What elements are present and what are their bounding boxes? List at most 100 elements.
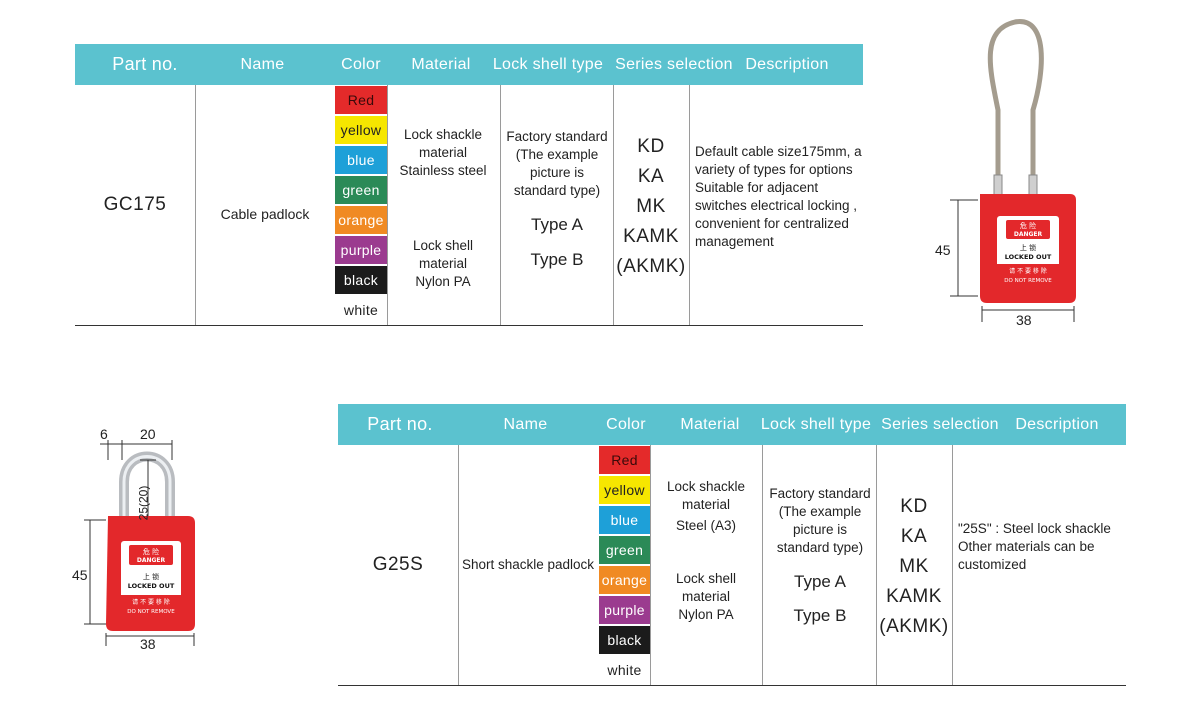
shell-material-value: Nylon PA: [415, 274, 471, 289]
description-line: convenient for centralized: [695, 216, 849, 231]
type-b: Type B: [530, 250, 584, 269]
series-item: KA: [900, 526, 928, 547]
divider: [876, 445, 877, 685]
header-name: Name: [240, 56, 285, 73]
width-dimension: 38: [1016, 312, 1032, 328]
label-cn-top: 危 险: [1020, 221, 1036, 230]
header-color: Color: [606, 416, 646, 433]
divider: [458, 445, 459, 685]
label-cn-top: 危 险: [143, 547, 159, 556]
series-item: KD: [637, 136, 665, 157]
type-a: Type A: [531, 215, 583, 234]
type-a: Type A: [794, 572, 846, 591]
shell-material-line: material: [681, 589, 730, 604]
table-header: Part no. Name Color Material Lock shell …: [75, 44, 863, 85]
series-item: MK: [899, 556, 929, 577]
color-swatch-black: black: [599, 626, 650, 654]
description-line: management: [695, 234, 774, 249]
height-dimension: 45: [935, 242, 951, 258]
color-swatch-red: Red: [335, 86, 387, 114]
shell-material-value: Nylon PA: [678, 607, 734, 622]
header-material: Material: [680, 416, 740, 433]
cable-padlock-image: 危 险 DANGER 上 锁 LOCKED OUT 请 不 要 移 除 DO N…: [930, 10, 1090, 330]
table-header: Part no. Name Color Material Lock shell …: [338, 404, 1126, 445]
color-swatch-red: Red: [599, 446, 650, 474]
description-line: switches electrical locking ,: [695, 198, 858, 213]
color-swatch-orange: orange: [335, 206, 387, 234]
shackle-material: Lock shackle material Stainless steel: [393, 126, 493, 180]
label-bottom-band: [997, 264, 1059, 288]
description-line: Suitable for adjacent: [695, 180, 819, 195]
header-part-no: Part no.: [367, 414, 433, 434]
divider: [387, 85, 388, 325]
shell-standard-line: standard type): [513, 183, 601, 198]
type-b: Type B: [793, 606, 847, 625]
label-bottom-band: [121, 595, 181, 619]
header-description: Description: [745, 56, 829, 73]
table-bottom-rule: [338, 685, 1126, 686]
label-danger: DANGER: [137, 557, 166, 564]
shell-standard-line: (The example: [515, 147, 599, 162]
description-line: Default cable size175mm, a: [695, 144, 862, 159]
shackle-material-line: Lock shackle: [666, 479, 746, 494]
cable-ferrule: [993, 174, 1003, 196]
header-series: Series selection: [615, 56, 733, 73]
divider: [195, 85, 196, 325]
series-item: (AKMK): [879, 616, 949, 637]
color-swatch-green: green: [335, 176, 387, 204]
color-swatch-blue: blue: [599, 506, 650, 534]
short-shackle-padlock-drawing: 危 险 DANGER 上 锁 LOCKED OUT 请 不 要 移 除 DO N…: [84, 440, 195, 646]
cable-padlock-drawing: 危 险 DANGER 上 锁 LOCKED OUT 请 不 要 移 除 DO N…: [950, 19, 1076, 322]
steel-cable: [987, 19, 1044, 200]
color-swatch-yellow: yellow: [599, 476, 650, 504]
danger-badge: [1006, 220, 1050, 239]
label-do-not-remove: DO NOT REMOVE: [1004, 278, 1052, 284]
header-color: Color: [341, 56, 381, 73]
shell-material: Lock shell material Nylon PA: [393, 237, 493, 291]
shackle-material-line: material: [681, 497, 730, 512]
label-cn-bottom: 请 不 要 移 除: [132, 598, 170, 606]
color-swatch-blue: blue: [335, 146, 387, 174]
table-bottom-rule: [75, 325, 863, 326]
label-cn-bottom: 请 不 要 移 除: [1009, 267, 1047, 275]
series-list: KD KA MK KAMK (AKMK): [876, 492, 952, 642]
header-series: Series selection: [881, 416, 999, 433]
shackle-material: Lock shackle material Steel (A3): [656, 478, 756, 535]
color-swatch-orange: orange: [599, 566, 650, 594]
color-swatch-green: green: [599, 536, 650, 564]
shackle-highlight: [122, 455, 172, 520]
shackle-height-dimension: 25(20): [136, 485, 151, 521]
product-table-gc175: Part no. Name Color Material Lock shell …: [75, 44, 863, 327]
label-danger: DANGER: [1014, 231, 1043, 238]
color-swatch-yellow: yellow: [335, 116, 387, 144]
header-material: Material: [411, 56, 471, 73]
label-locked-out: LOCKED OUT: [1005, 253, 1052, 261]
divider: [500, 85, 501, 325]
divider: [762, 445, 763, 685]
shell-standard-line: Factory standard: [506, 129, 608, 144]
shell-material-line: Lock shell: [675, 571, 737, 586]
width-dimension: 38: [140, 636, 156, 652]
divider: [650, 445, 651, 685]
label-cn-mid: 上 锁: [143, 572, 159, 581]
danger-badge: [129, 545, 173, 565]
height-dimension: 45: [72, 567, 88, 583]
shell-material-line: material: [418, 256, 467, 271]
series-item: KD: [900, 496, 928, 517]
offset-dimension: 6: [100, 426, 108, 442]
part-number: G25S: [372, 554, 424, 575]
description-line: Other materials can be: [958, 539, 1095, 554]
description-line: variety of types for options: [695, 162, 853, 177]
description: "25S" : Steel lock shackle Other materia…: [958, 520, 1128, 574]
label-locked-out: LOCKED OUT: [128, 582, 175, 590]
description-line: "25S" : Steel lock shackle: [958, 521, 1111, 536]
description-line: customized: [958, 557, 1027, 572]
label-cn-mid: 上 锁: [1020, 243, 1036, 252]
divider: [689, 85, 690, 325]
divider: [952, 445, 953, 685]
label-do-not-remove: DO NOT REMOVE: [127, 609, 175, 615]
inner-width-dimension: 20: [140, 426, 156, 442]
series-item: (AKMK): [616, 256, 686, 277]
product-table-g25s: Part no. Name Color Material Lock shell …: [338, 404, 1126, 687]
shell-standard: Factory standard (The example picture is…: [501, 128, 613, 200]
